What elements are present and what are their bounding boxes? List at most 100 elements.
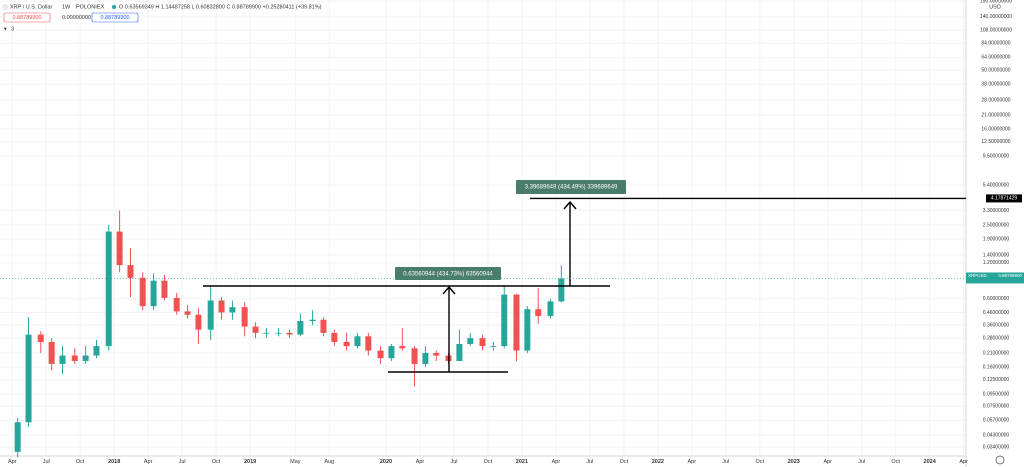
x-tick-label: Oct xyxy=(76,459,85,465)
candle-body xyxy=(82,355,89,361)
symbol-icon xyxy=(2,4,8,10)
y-tick-label: 0.21000000 xyxy=(983,350,1010,356)
candle-body xyxy=(93,346,100,356)
candle-body xyxy=(207,300,214,330)
exchange: POLONIEX xyxy=(76,4,104,10)
x-tick-label: Oct xyxy=(212,459,221,465)
y-tick-label: 1.90000000 xyxy=(983,236,1010,242)
candle-body xyxy=(456,343,463,361)
candle-body xyxy=(173,297,180,312)
sell-price[interactable]: 0.88789900 xyxy=(12,15,41,21)
candle-body xyxy=(490,346,497,347)
y-tick-label: 0.09500000 xyxy=(983,391,1010,397)
last-price-symbol: XRPUSD xyxy=(968,273,988,278)
candle-body xyxy=(365,336,372,351)
x-tick-label: Apr xyxy=(823,459,832,465)
candle-body xyxy=(411,348,418,364)
spread: 0.00000000 xyxy=(62,15,91,21)
candle-body xyxy=(127,265,134,278)
candle-body xyxy=(343,341,350,347)
y-tick-label: 0.46000000 xyxy=(983,310,1010,316)
measure-label: 0.63560944 (434.73%) 63560944 xyxy=(403,272,493,278)
y-tick-label: 140.00000000 xyxy=(980,14,1012,20)
candle-body xyxy=(297,321,304,335)
y-tick-label: 0.12500000 xyxy=(983,377,1010,383)
interval: 1W xyxy=(62,4,71,10)
y-tick-label: 0.36000000 xyxy=(983,322,1010,328)
candle-body xyxy=(558,278,565,302)
y-tick-label: 50.00000000 xyxy=(981,67,1010,73)
settings-button[interactable] xyxy=(995,455,1005,465)
y-tick-label: 28.00000000 xyxy=(981,97,1010,103)
candle-body xyxy=(14,422,21,452)
candle-body xyxy=(354,336,361,347)
buy-button[interactable] xyxy=(91,12,139,23)
x-tick-label: 2019 xyxy=(244,459,256,465)
y-tick-label: 9.50000000 xyxy=(983,153,1010,159)
candle-body xyxy=(331,332,338,342)
x-tick-label: Oct xyxy=(891,459,900,465)
candle-body xyxy=(161,280,168,298)
candle-body xyxy=(71,355,78,361)
y-tick-label: 16.00000000 xyxy=(981,126,1010,132)
status-dot xyxy=(112,5,116,9)
candle-body xyxy=(479,338,486,347)
candle-body xyxy=(513,294,520,351)
x-tick-label: Jul xyxy=(722,459,729,465)
x-tick-label: 2022 xyxy=(652,459,664,465)
plot xyxy=(14,210,565,458)
y-tick-label: 0.16000000 xyxy=(983,364,1010,370)
buy-price[interactable]: 0.88789900 xyxy=(100,15,129,21)
candle-body xyxy=(105,231,112,347)
candle-body xyxy=(25,334,32,423)
measure-label: 3.39689649 (434.49%) 339689649 xyxy=(525,185,618,191)
y-tick-label: 3.30000000 xyxy=(983,208,1010,214)
y-tick-label: 21.00000000 xyxy=(981,112,1010,118)
x-tick-label: Apr xyxy=(959,459,968,465)
x-tick-label: Jul xyxy=(450,459,457,465)
currency: USD xyxy=(989,4,1001,10)
x-tick-label: Apr xyxy=(552,459,561,465)
indicator-count[interactable]: 3 xyxy=(11,26,14,32)
sell-button[interactable] xyxy=(3,12,51,23)
last-price-tag xyxy=(966,272,1024,284)
candle-body xyxy=(150,280,157,307)
candle-body xyxy=(422,353,429,364)
target-tag xyxy=(986,194,1022,203)
x-tick-label: Jul xyxy=(179,459,186,465)
y-tick-label: 0.07500000 xyxy=(983,404,1010,410)
y-tick-label: 108.00000000 xyxy=(980,28,1012,34)
arrow-head xyxy=(442,285,456,295)
candle-body xyxy=(48,341,55,364)
candle-body xyxy=(252,326,259,333)
last-price-label: 0.88789900 xyxy=(998,273,1022,278)
x-tick-label: Aug xyxy=(324,459,334,465)
candle-body xyxy=(388,346,395,359)
candle-body xyxy=(37,334,44,342)
candle-body xyxy=(524,309,531,351)
measure-label-box xyxy=(395,267,501,280)
x-tick-label: Apr xyxy=(8,459,17,465)
x-tick-label: Oct xyxy=(620,459,629,465)
candle-body xyxy=(263,332,270,334)
indicator-toggle[interactable]: ▾ xyxy=(4,26,7,32)
candle-body xyxy=(184,311,191,315)
candle-body xyxy=(116,231,123,266)
candle-body xyxy=(433,353,440,356)
candle-body xyxy=(309,319,316,322)
x-tick-label: 2018 xyxy=(108,459,120,465)
symbol: XRP / U.S. Dollar xyxy=(10,4,53,10)
y-tick-label: 12.50000000 xyxy=(981,139,1010,145)
grid xyxy=(0,0,965,455)
y-tick-label: 1.40000000 xyxy=(983,252,1010,258)
x-tick-label: Oct xyxy=(755,459,764,465)
x-tick-label: Jul xyxy=(858,459,865,465)
candle-body xyxy=(399,346,406,349)
y-tick-label: 0.28000000 xyxy=(983,335,1010,341)
y-tick-label: 0.04300000 xyxy=(983,432,1010,438)
x-tick-label: Apr xyxy=(416,459,425,465)
measure-label-box xyxy=(516,180,626,194)
candle-body xyxy=(229,307,236,313)
